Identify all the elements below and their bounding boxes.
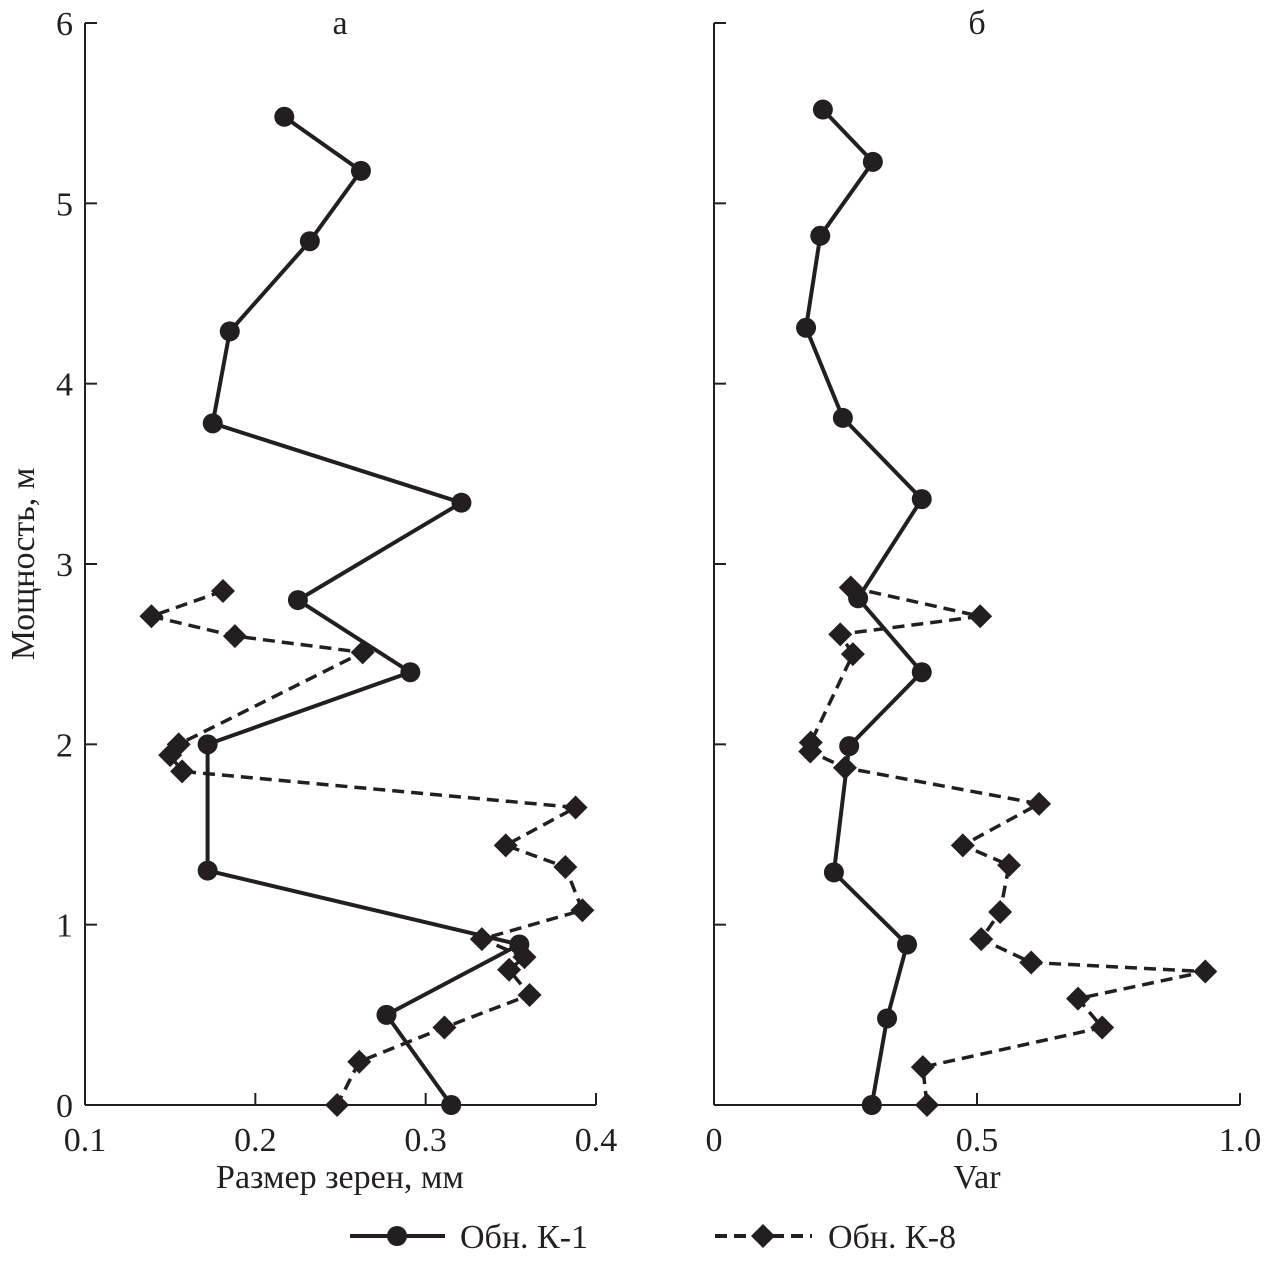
data-point-k8 [838,575,863,600]
data-point-k8 [997,853,1022,878]
data-point-k8 [210,579,235,604]
data-point-k8 [497,957,522,982]
y-tick-label: 0 [56,1088,73,1125]
x-tick-label: 0.5 [956,1122,999,1159]
data-point-k1 [376,1004,397,1025]
data-point-k8 [1193,959,1218,984]
series-line-k1-a [205,115,525,1107]
data-point-k1 [911,489,932,510]
series-line-k1-b [803,108,925,1106]
panel-b-label: б [968,5,985,42]
data-point-k1 [197,734,218,755]
data-point-k8 [170,759,195,784]
panel-a-label: а [332,5,347,42]
x-tick-label: 0.1 [64,1122,107,1159]
data-point-k8 [350,640,375,665]
data-point-k1 [810,225,831,246]
data-point-k1 [202,413,223,434]
data-point-k1 [796,317,817,338]
data-point-k8 [347,1049,372,1074]
data-point-k8 [469,927,494,952]
data-point-k8 [1027,791,1052,816]
y-tick-label: 5 [56,186,73,223]
x-tick-label: 0 [706,1122,723,1159]
data-point-k8 [158,743,183,768]
y-tick-label: 6 [56,6,73,43]
data-point-k1 [274,106,295,127]
data-point-k1 [299,231,320,252]
data-point-k1 [400,662,421,683]
data-point-k8 [832,755,857,780]
x-tick-label: 0.4 [575,1122,618,1159]
data-point-k8 [139,604,164,629]
series-line-k8-b [808,585,1206,1106]
data-point-k8 [828,622,853,647]
data-point-k8 [553,854,578,879]
data-point-k8 [910,1055,935,1080]
data-point-k8 [563,795,588,820]
data-point-k8 [222,624,247,649]
data-point-k8 [432,1015,457,1040]
data-point-k8 [512,945,537,970]
y-tick-label: 2 [56,727,73,764]
data-point-k8 [325,1093,350,1117]
data-point-k1 [823,862,844,883]
data-point-k1 [812,99,833,120]
x-axis-label-a: Размер зерен, мм [216,1159,464,1196]
data-point-k8 [570,898,595,923]
data-point-k8 [517,982,542,1007]
x-tick-label: 1.0 [1219,1122,1262,1159]
data-point-k8 [915,1093,940,1117]
data-point-k8 [1090,1015,1115,1040]
legend-label-k1: Обн. К-1 [460,1219,588,1256]
data-point-k8 [950,833,975,858]
data-point-k8 [969,927,994,952]
data-point-k1 [832,407,853,428]
y-tick-label: 1 [56,908,73,945]
x-axis-label-b: Var [953,1159,1001,1196]
data-point-k1 [839,736,860,757]
data-point-k8 [988,900,1013,925]
legend: Обн. К-1 Обн. К-8 [350,1219,956,1256]
legend-marker-k1 [387,1226,407,1246]
legend-marker-k8 [751,1224,775,1248]
data-point-k1 [441,1095,462,1115]
data-point-k1 [877,1008,898,1029]
data-point-k1 [911,662,932,683]
data-point-k8 [493,833,518,858]
y-tick-label: 3 [56,547,73,584]
x-tick-label: 0.2 [234,1122,277,1159]
series-line-k8-a [145,589,585,1106]
data-point-k8 [1065,986,1090,1011]
data-point-k1 [197,860,218,881]
data-point-k8 [840,642,865,667]
data-point-k1 [350,160,371,181]
y-tick-label: 4 [56,367,73,404]
data-point-k1 [897,934,918,955]
data-point-k8 [968,604,993,629]
y-axis-label: Мощность, м [5,468,42,661]
data-point-k1 [219,321,240,342]
data-point-k1 [287,590,308,611]
data-point-k8 [1019,950,1044,975]
data-point-k1 [862,151,883,172]
data-point-k1 [451,492,472,513]
data-point-k1 [861,1095,882,1115]
data-point-k8 [798,739,823,764]
legend-label-k8: Обн. К-8 [828,1219,956,1256]
x-tick-label: 0.3 [404,1122,447,1159]
